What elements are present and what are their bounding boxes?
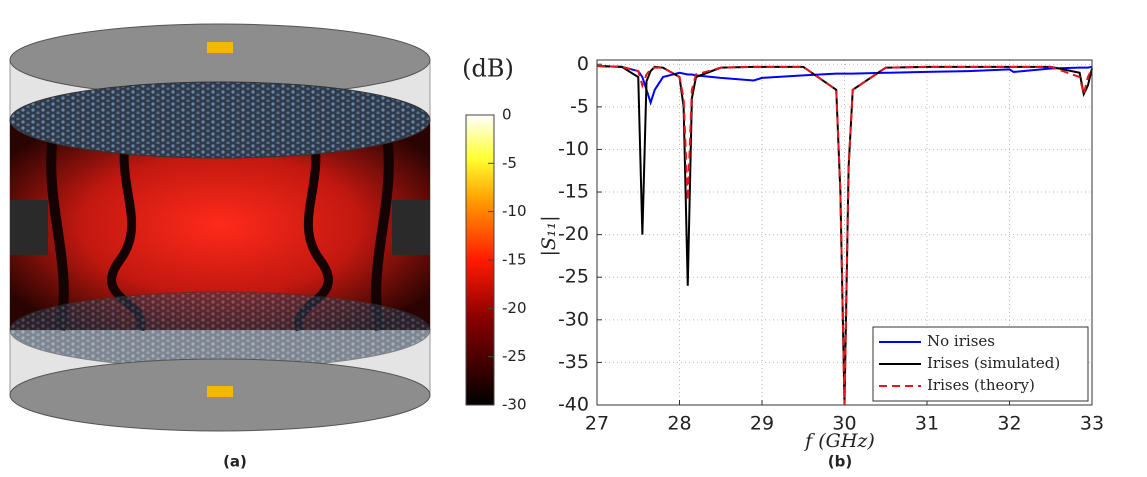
y-tick-label: -35 [558,351,589,373]
y-tick-label: -20 [558,223,589,245]
colorbar-tick-label: -30 [502,396,527,414]
legend-label: No irises [927,332,995,350]
series-line [597,64,1093,106]
colorbar-tick-label: -20 [502,299,527,317]
x-tick-label: 29 [750,413,774,435]
axes-frame [596,59,1093,406]
plot-lines [597,64,1093,406]
cavity-illustration [9,23,431,432]
y-tick-label: -15 [558,181,589,203]
x-tick-label: 33 [1080,413,1104,435]
colorbar-title: (dB) [462,55,514,83]
x-axis-label: f (GHz) [803,430,875,452]
colorbar: (dB) (a) 0 -5 -10 -15 -20 -25 -30 [223,55,526,471]
legend-label: Irises (simulated) [927,354,1060,372]
y-tick-label: -5 [570,95,589,117]
y-tick-label: -10 [558,138,589,160]
x-tick-label: 28 [667,413,691,435]
legend-label: Irises (theory) [927,376,1035,394]
series-line [597,64,1093,406]
x-tick-label: 27 [585,413,609,435]
line-chart: (b) f (GHz) |S₁₁| 27 28 29 30 31 32 33 0 -5 -10 -1… [538,53,1104,471]
y-tick-label: -40 [558,394,589,416]
y-tick-label: -25 [558,266,589,288]
y-tick-label: -30 [558,308,589,330]
colorbar-tick-label: 0 [502,106,512,124]
caption: (a) [223,453,247,471]
colorbar-tick-label: -25 [502,347,527,365]
x-tick-label: 32 [997,413,1021,435]
x-tick-label: 31 [915,413,939,435]
y-axis-label: |S₁₁| [538,215,560,256]
x-tick-label: 30 [832,413,856,435]
caption: (b) [828,453,852,471]
y-tick-label: 0 [577,53,589,75]
colorbar-tick-label: -15 [502,251,527,269]
colorbar-tick-label: -10 [502,202,527,220]
colorbar-tick-label: -5 [502,154,517,172]
